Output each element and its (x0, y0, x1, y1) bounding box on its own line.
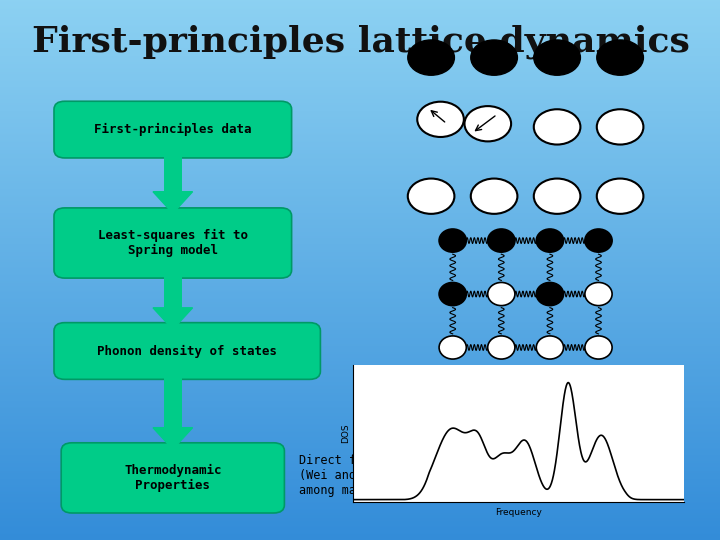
Ellipse shape (597, 109, 644, 145)
Ellipse shape (534, 109, 580, 145)
Polygon shape (153, 428, 193, 449)
Text: Least-squares fit to
Spring model: Least-squares fit to Spring model (98, 229, 248, 257)
Text: First-principles data: First-principles data (94, 123, 251, 136)
Y-axis label: DOS: DOS (341, 423, 350, 443)
Ellipse shape (534, 40, 580, 75)
Ellipse shape (408, 179, 454, 214)
FancyBboxPatch shape (163, 371, 181, 428)
Ellipse shape (439, 229, 467, 252)
Ellipse shape (534, 179, 580, 214)
Ellipse shape (597, 40, 644, 75)
Text: Thermodynamic
Properties: Thermodynamic Properties (124, 464, 222, 492)
Ellipse shape (585, 229, 612, 252)
Ellipse shape (471, 40, 518, 75)
Polygon shape (153, 308, 193, 329)
Ellipse shape (439, 282, 467, 306)
Ellipse shape (408, 40, 454, 75)
Ellipse shape (487, 229, 515, 252)
Ellipse shape (585, 282, 612, 306)
Ellipse shape (439, 336, 467, 359)
FancyBboxPatch shape (54, 102, 292, 158)
Ellipse shape (536, 336, 564, 359)
Ellipse shape (418, 102, 464, 137)
Ellipse shape (536, 229, 564, 252)
FancyBboxPatch shape (163, 267, 181, 308)
X-axis label: Frequency: Frequency (495, 508, 542, 517)
Ellipse shape (464, 106, 511, 141)
Ellipse shape (536, 282, 564, 306)
Ellipse shape (487, 282, 515, 306)
Ellipse shape (585, 336, 612, 359)
Ellipse shape (487, 336, 515, 359)
Text: Direct force constant method
(Wei and Chou (1992), Garbuski and Ceder (1994),
am: Direct force constant method (Wei and Ch… (299, 454, 641, 497)
Text: First-principles lattice dynamics: First-principles lattice dynamics (32, 24, 690, 59)
FancyBboxPatch shape (54, 208, 292, 278)
Ellipse shape (471, 179, 518, 214)
Ellipse shape (597, 179, 644, 214)
FancyBboxPatch shape (61, 443, 284, 513)
FancyBboxPatch shape (54, 322, 320, 379)
Text: Phonon density of states: Phonon density of states (97, 345, 277, 357)
FancyBboxPatch shape (163, 150, 181, 192)
Polygon shape (153, 192, 193, 213)
